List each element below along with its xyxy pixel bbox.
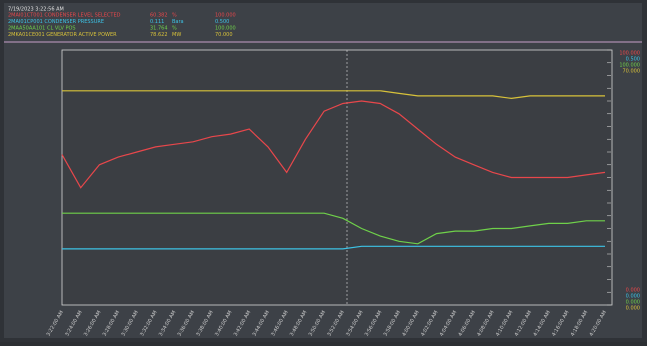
page: 7/19/2023 3:22:56 AM 2MAI01CT001 CONDENS… [0,0,647,342]
legend-name: 2MAI01CT001 CONDENSER LEVEL SELECTED [8,13,121,19]
legend-name: 2MAA50AA101 CL VLV POS [8,26,76,32]
legend-scale-top: 100.000 [215,26,236,32]
legend-unit: % [172,26,177,32]
axis-top-label: 70.000 [623,69,641,75]
legend-name: 2MAI01CP001 CONDENSER PRESSURE [8,19,104,25]
legend-current: 31.764 [150,26,168,32]
legend-current: 0.111 [150,19,164,25]
legend-scale-top: 70.000 [215,32,233,38]
legend-scale-top: 100.000 [215,13,236,19]
legend-current: 60.382 [150,13,168,19]
legend-unit: Bara [172,19,184,25]
legend-name: 2MKA01CE001 GENERATOR ACTIVE POWER [8,32,117,38]
legend-unit: % [172,13,177,19]
chart: 7/19/2023 3:22:56 AM 2MAI01CT001 CONDENS… [0,0,647,342]
legend-scale-top: 0.500 [215,19,229,25]
legend-current: 78.622 [150,32,168,38]
axis-bottom-label: 0.000 [626,306,640,312]
legend-unit: MW [172,32,181,38]
